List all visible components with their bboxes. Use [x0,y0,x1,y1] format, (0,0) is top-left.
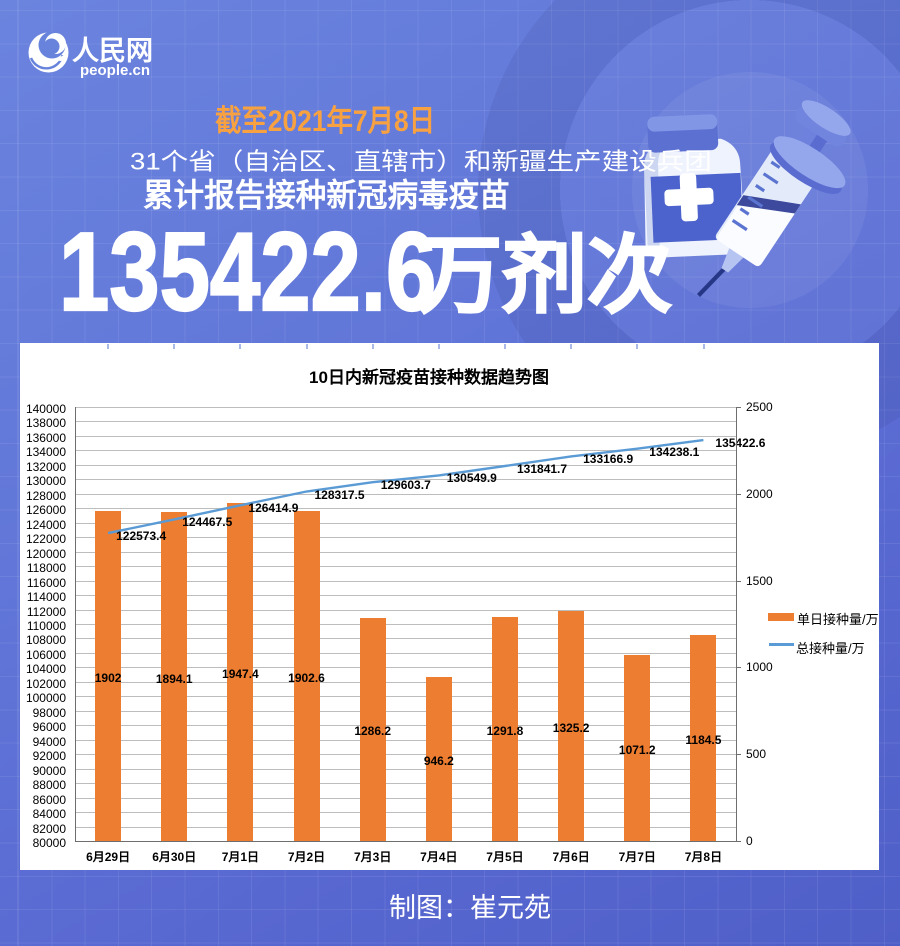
svg-text:人民网: 人民网 [72,36,153,66]
svg-text:people.cn: people.cn [80,62,150,79]
